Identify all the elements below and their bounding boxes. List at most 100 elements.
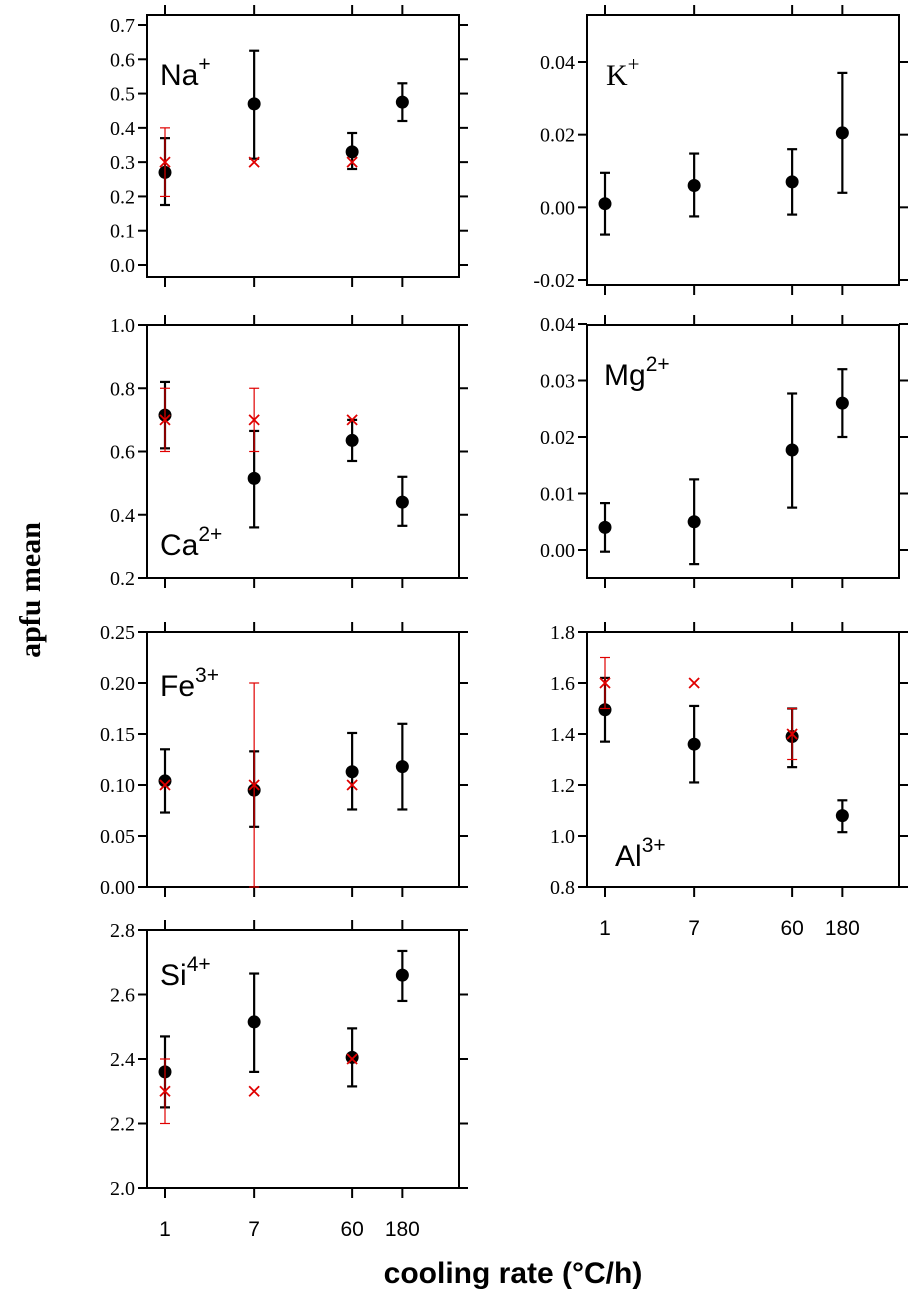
data-point: [395, 968, 409, 982]
panel-ion-label: K+: [606, 52, 640, 92]
panel-ion-charge: 4+: [187, 953, 211, 976]
y-tick-label: 1.2: [550, 775, 575, 797]
x-tick-label: 60: [340, 1218, 363, 1241]
y-tick-label: 0.02: [540, 125, 575, 147]
y-tick-label: 0.8: [110, 378, 135, 400]
y-tick-label: 2.8: [110, 920, 135, 942]
reference-point: [159, 1085, 171, 1097]
y-tick-label: 0.03: [540, 371, 575, 393]
data-point: [598, 703, 612, 717]
y-tick-label: 0.05: [100, 826, 135, 848]
panel-na: 0.0 0.1 0.2 0.3 0.4 0.5 0.6 0.7 Na+: [110, 5, 468, 287]
y-tick-label: 0.00: [540, 197, 575, 219]
panel-ion-label: Fe3+: [160, 664, 219, 703]
panel-fe: 0.00 0.05 0.10 0.15 0.20 0.25 Fe3+: [100, 622, 468, 899]
y-tick-label: 2.0: [110, 1178, 135, 1200]
data-point: [345, 765, 359, 779]
panel-ion-label: Ca2+: [160, 523, 222, 562]
x-tick-label: 180: [825, 917, 860, 940]
data-point: [835, 809, 849, 823]
data-point: [835, 126, 849, 140]
y-tick-label: 0.25: [100, 622, 135, 644]
panel-al: 0.8 1.0 1.2 1.4 1.6 1.8 1 7 60 180 Al3+: [550, 622, 908, 940]
data-point: [835, 396, 849, 410]
plot-frame: [586, 631, 900, 888]
y-tick-label: 0.04: [540, 314, 575, 336]
data-point: [345, 1050, 359, 1064]
data-point: [395, 95, 409, 109]
data-point: [247, 97, 261, 111]
data-point: [687, 515, 701, 529]
plot-frame: [146, 14, 460, 278]
data-point: [345, 145, 359, 159]
panel-mg: 0.00 0.01 0.02 0.03 0.04 Mg2+: [540, 314, 908, 588]
x-tick-label: 180: [385, 1218, 420, 1241]
y-tick-label: 1.8: [550, 622, 575, 644]
data-point: [247, 471, 261, 485]
y-tick-label: 0.01: [540, 484, 575, 506]
y-tick-label: 0.6: [110, 442, 135, 464]
data-point: [345, 433, 359, 447]
y-tick-label: 0.8: [550, 877, 575, 899]
panels-layer: 0.0 0.1 0.2 0.3 0.4 0.5 0.6 0.7 Na+ -0.02 0.00 0.02…: [100, 5, 908, 1241]
reference-point: [248, 414, 260, 426]
reference-point: [346, 156, 358, 168]
y-tick-label: 0.4: [110, 118, 135, 140]
x-tick-label: 7: [688, 917, 700, 940]
x-axis-title: cooling rate (°C/h): [384, 1257, 643, 1290]
data-point: [687, 179, 701, 193]
y-tick-label: 0.20: [100, 673, 135, 695]
reference-point: [248, 1085, 260, 1097]
y-tick-label: 1.4: [550, 724, 575, 746]
panel-ion-charge: 2+: [198, 523, 222, 546]
data-point: [598, 197, 612, 211]
y-tick-label: 0.0: [110, 255, 135, 277]
panel-ion-charge: 3+: [195, 664, 219, 687]
y-tick-label: 1.6: [550, 673, 575, 695]
panel-ion-charge: +: [628, 52, 640, 76]
y-tick-label: 0.10: [100, 775, 135, 797]
reference-point: [159, 156, 171, 168]
y-axis-title: apfu mean: [14, 522, 47, 658]
data-point: [395, 495, 409, 509]
y-tick-label: 0.2: [110, 568, 135, 590]
y-tick-label: 0.02: [540, 427, 575, 449]
reference-point: [786, 728, 798, 740]
data-point: [785, 443, 799, 457]
data-point: [247, 1015, 261, 1029]
y-tick-label: 0.1: [110, 221, 135, 243]
panel-ion-label: Al3+: [615, 834, 666, 873]
data-point: [598, 520, 612, 534]
panel-ion-label: Na+: [160, 53, 211, 92]
panel-ion-label: Mg2+: [604, 353, 670, 392]
y-tick-label: 2.4: [110, 1049, 135, 1071]
y-tick-label: 0.3: [110, 152, 135, 174]
y-tick-label: 0.04: [540, 52, 575, 74]
panel-ca: 0.2 0.4 0.6 0.8 1.0 Ca2+: [110, 315, 468, 590]
y-tick-label: 0.15: [100, 724, 135, 746]
reference-point: [248, 156, 260, 168]
plot-frame: [586, 14, 900, 286]
x-tick-label: 1: [599, 917, 611, 940]
y-tick-label: 0.2: [110, 186, 135, 208]
y-tick-label: 0.5: [110, 84, 135, 106]
reference-point: [346, 779, 358, 791]
panel-k: -0.02 0.00 0.02 0.04 K+: [533, 5, 908, 295]
panel-si: 2.0 2.2 2.4 2.6 2.8 1 7 60 180 Si4+: [110, 920, 468, 1241]
y-tick-label: 2.6: [110, 985, 135, 1007]
reference-point: [688, 677, 700, 689]
reference-point: [346, 1053, 358, 1065]
reference-point: [248, 779, 260, 791]
y-tick-label: 1.0: [550, 826, 575, 848]
x-tick-label: 7: [248, 1218, 260, 1241]
y-tick-label: 1.0: [110, 315, 135, 337]
reference-point: [599, 677, 611, 689]
reference-point: [346, 414, 358, 426]
panel-ion-label: Si4+: [160, 953, 211, 992]
y-tick-label: 0.4: [110, 505, 135, 527]
panel-ion-charge: 3+: [642, 834, 666, 857]
x-tick-label: 1: [159, 1218, 171, 1241]
data-point: [785, 175, 799, 189]
panel-ion-charge: +: [198, 53, 210, 76]
